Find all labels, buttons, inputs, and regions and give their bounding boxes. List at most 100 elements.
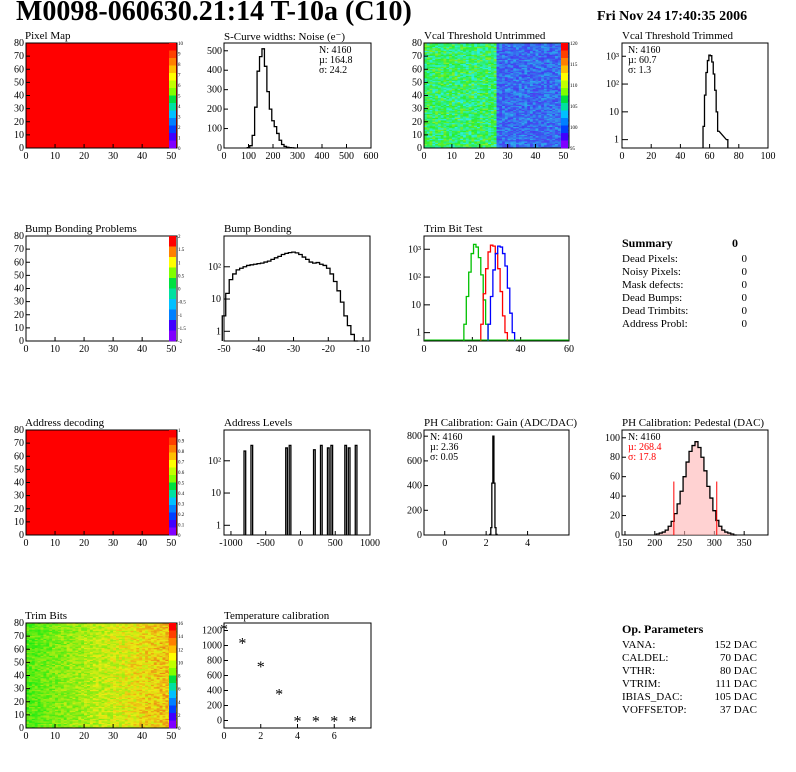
- vcal_untrimmed-cell: [516, 82, 520, 84]
- vcal_untrimmed-cell: [468, 108, 472, 111]
- vcal_untrimmed-cell: [429, 100, 433, 103]
- vcal_untrimmed-cell: [507, 65, 511, 67]
- vcal_untrimmed-cell: [449, 127, 453, 129]
- vcal_untrimmed-cell: [460, 111, 464, 113]
- vcal_untrimmed-cell: [535, 95, 539, 98]
- vcal_untrimmed-cell: [463, 74, 467, 77]
- vcal_untrimmed-cell: [516, 85, 520, 87]
- vcal_untrimmed-cell: [471, 91, 475, 94]
- vcal_untrimmed-cell: [429, 127, 433, 129]
- vcal_untrimmed-cell: [437, 45, 442, 48]
- vcal_untrimmed-cell: [424, 134, 428, 137]
- vcal_untrimmed-cell: [502, 46, 506, 49]
- vcal_untrimmed-cell: [546, 83, 550, 86]
- vcal_untrimmed-cell: [502, 91, 506, 94]
- vcal_untrimmed-cell: [485, 119, 489, 121]
- vcal_untrimmed-cell: [443, 112, 447, 115]
- vcal_untrimmed-cell: [457, 116, 461, 119]
- vcal_untrimmed-cell: [510, 104, 514, 107]
- vcal_untrimmed-cell: [521, 130, 525, 133]
- vcal_untrimmed-cell: [443, 52, 447, 54]
- vcal_untrimmed-cell: [465, 129, 469, 132]
- vcal_untrimmed-cell: [555, 104, 559, 107]
- vcal_untrimmed-cell: [454, 54, 458, 57]
- vcal_untrimmed-cell: [482, 46, 486, 49]
- vcal_untrimmed-cell: [549, 103, 553, 105]
- vcal_untrimmed-cell: [532, 67, 536, 70]
- vcal_untrimmed-cell: [538, 124, 542, 126]
- vcal_untrimmed-cell: [468, 125, 472, 128]
- vcal_untrimmed-cell: [532, 64, 536, 66]
- vcal_untrimmed-cell: [513, 115, 517, 117]
- vcal_untrimmed-cell: [535, 124, 539, 126]
- vcal_untrimmed-cell: [541, 43, 545, 45]
- vcal_untrimmed-cell: [488, 129, 492, 132]
- vcal_untrimmed-cell: [454, 78, 458, 81]
- vcal_untrimmed-cell: [555, 108, 559, 111]
- vcal_untrimmed-cell: [429, 102, 433, 104]
- vcal_untrimmed-cell: [443, 136, 447, 138]
- vcal_untrimmed-cell: [432, 60, 436, 62]
- vcal_untrimmed-cell: [465, 102, 469, 104]
- vcal_untrimmed-cell: [429, 53, 433, 56]
- vcal_untrimmed-cell: [532, 82, 536, 84]
- vcal_untrimmed-cell: [440, 127, 444, 129]
- vcal_untrimmed-cell: [502, 92, 506, 95]
- bump_problems-palette-label: -1.5: [178, 327, 186, 332]
- vcal_untrimmed-cell: [460, 134, 464, 137]
- address_decoding-palette-label: 0.1: [178, 524, 185, 529]
- vcal_untrimmed-cell: [557, 45, 561, 48]
- vcal_untrimmed-cell: [460, 120, 464, 123]
- vcal_untrimmed-cell: [543, 85, 547, 87]
- vcal_untrimmed-cell: [437, 120, 442, 123]
- vcal_untrimmed-cell: [471, 81, 475, 83]
- vcal_untrimmed-cell: [557, 96, 561, 99]
- vcal_untrimmed-cell: [496, 112, 500, 115]
- vcal_untrimmed-cell: [527, 67, 531, 70]
- vcal_untrimmed-cell: [488, 67, 492, 70]
- vcal_untrimmed-cell: [482, 69, 486, 71]
- vcal_untrimmed-cell: [535, 81, 539, 83]
- vcal_untrimmed-cell: [510, 124, 514, 126]
- vcal_untrimmed-cell: [457, 71, 461, 74]
- vcal_untrimmed-cell: [538, 87, 542, 90]
- vcal_untrimmed-cell: [552, 115, 556, 117]
- vcal_untrimmed-cell: [426, 102, 430, 104]
- vcal_untrimmed-cell: [524, 48, 528, 50]
- vcal_untrimmed-cell: [549, 79, 553, 82]
- vcal_untrimmed-cell: [535, 119, 539, 121]
- vcal_untrimmed-cell: [443, 43, 447, 45]
- vcal_untrimmed-cell: [493, 136, 497, 138]
- vcal_untrimmed-cell: [457, 44, 461, 46]
- vcal_untrimmed-cell: [541, 124, 545, 126]
- vcal_untrimmed-cell: [535, 107, 539, 109]
- vcal_untrimmed-cell: [460, 86, 464, 88]
- vcal_untrimmed-cell: [437, 87, 442, 90]
- vcal_untrimmed-cell: [499, 56, 503, 58]
- vcal_untrimmed-cell: [426, 83, 430, 86]
- vcal_untrimmed-cell: [557, 92, 561, 95]
- vcal_untrimmed-cell: [529, 45, 534, 48]
- vcal_untrimmed-cell: [518, 86, 522, 88]
- vcal_untrimmed-cell: [527, 125, 531, 128]
- vcal_untrimmed-cell: [471, 102, 475, 104]
- vcal_untrimmed-cell: [538, 103, 542, 105]
- vcal_untrimmed-cell: [527, 77, 531, 79]
- vcal_untrimmed-cell: [504, 116, 508, 119]
- vcal_untrimmed-cell: [510, 66, 514, 69]
- bump_problems-palette-segment: [169, 299, 176, 310]
- vcal_untrimmed-cell: [510, 50, 514, 53]
- vcal_untrimmed-cell: [435, 111, 439, 113]
- vcal_untrimmed-cell: [443, 130, 447, 133]
- vcal_untrimmed-cell: [552, 46, 556, 49]
- vcal_untrimmed-cell: [424, 133, 428, 136]
- vcal_untrimmed-cell: [507, 49, 511, 52]
- vcal_untrimmed-cell: [485, 66, 489, 69]
- vcal_untrimmed-cell: [463, 56, 467, 58]
- vcal_untrimmed-cell: [451, 48, 455, 50]
- vcal_untrimmed-cell: [485, 136, 489, 138]
- vcal_untrimmed-cell: [535, 71, 539, 74]
- vcal_untrimmed-cell: [518, 121, 522, 124]
- vcal_untrimmed-cell: [471, 67, 475, 70]
- vcal_untrimmed-cell: [510, 94, 514, 96]
